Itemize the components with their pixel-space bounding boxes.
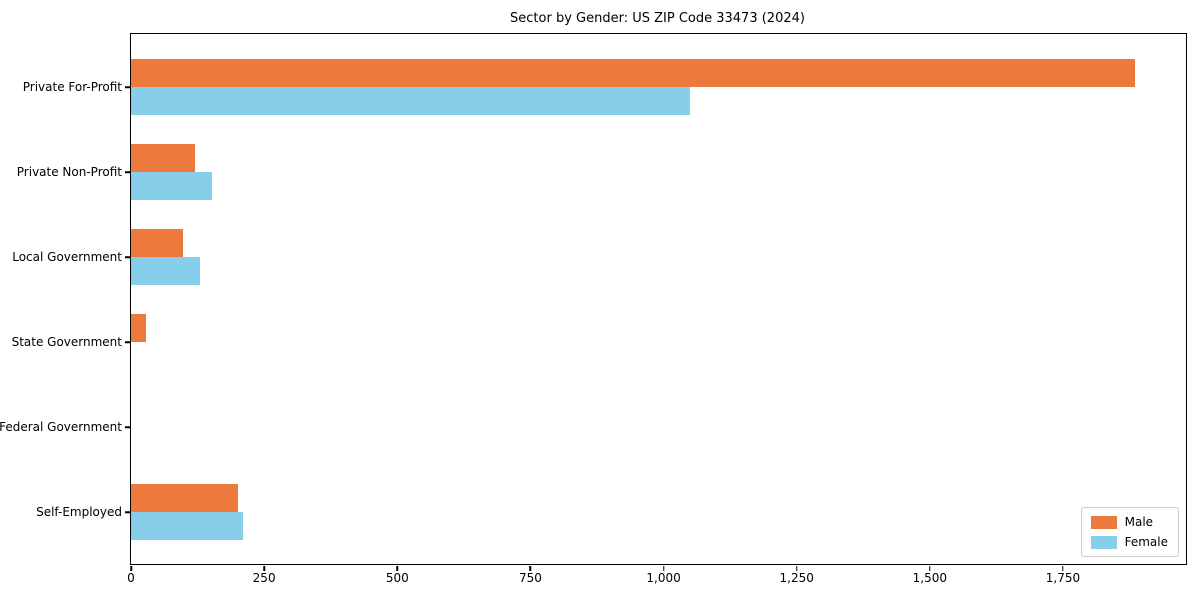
- y-tick-label: Private Non-Profit: [16, 165, 122, 179]
- bar-female-2: [131, 172, 212, 200]
- y-tick-mark: [124, 86, 130, 88]
- female-color-swatch: [1090, 535, 1117, 549]
- legend-item-female: Female: [1090, 535, 1168, 549]
- y-tick-mark: [124, 511, 130, 513]
- x-tick-label: 250: [252, 571, 276, 585]
- x-tick-label: 750: [518, 571, 542, 585]
- x-tick-mark: [130, 565, 132, 571]
- x-tick-mark: [396, 565, 399, 571]
- x-tick-mark: [529, 565, 532, 571]
- legend: Male Female: [1080, 507, 1179, 557]
- legend-item-male: Male: [1090, 515, 1168, 529]
- bar-female-3: [131, 257, 201, 285]
- y-tick-label: Federal Government: [0, 420, 122, 434]
- y-tick-label: State Government: [11, 335, 122, 349]
- plot-area: 0 250 500 750 1,000 1,250 1,500 1,750 Private F…: [0, 33, 1187, 585]
- x-tick-label: 1,000: [646, 571, 681, 585]
- bar-male-1: [131, 59, 1135, 87]
- legend-label-female: Female: [1124, 535, 1168, 549]
- y-tick-label: Self-Employed: [36, 505, 122, 519]
- x-tick-label: 1,750: [1045, 571, 1081, 585]
- legend-label-male: Male: [1124, 515, 1154, 529]
- bar-male-3: [131, 229, 184, 257]
- bar-male-2: [131, 144, 195, 172]
- x-tick-label: 1,250: [779, 571, 814, 585]
- x-tick-mark: [1062, 565, 1064, 571]
- y-tick-label: Private For-Profit: [22, 80, 122, 94]
- x-tick-mark: [929, 565, 931, 571]
- bar-female-1: [131, 87, 691, 115]
- y-tick-label: Local Government: [12, 250, 122, 264]
- x-tick-mark: [662, 565, 665, 571]
- male-color-swatch: [1090, 515, 1117, 529]
- bar-female-6: [131, 512, 243, 540]
- y-tick-mark: [124, 171, 130, 173]
- bar-male-4: [131, 314, 147, 342]
- x-tick-label: 1,500: [912, 571, 948, 585]
- chart-title: Sector by Gender: US ZIP Code 33473 (202…: [510, 11, 805, 26]
- y-tick-mark: [124, 341, 130, 343]
- bar-male-6: [131, 484, 238, 512]
- x-tick-label: 0: [127, 571, 135, 585]
- x-tick-mark: [263, 565, 265, 571]
- x-tick-mark: [795, 565, 798, 571]
- x-tick-label: 500: [385, 571, 409, 585]
- y-tick-mark: [124, 426, 130, 428]
- y-tick-mark: [124, 256, 130, 258]
